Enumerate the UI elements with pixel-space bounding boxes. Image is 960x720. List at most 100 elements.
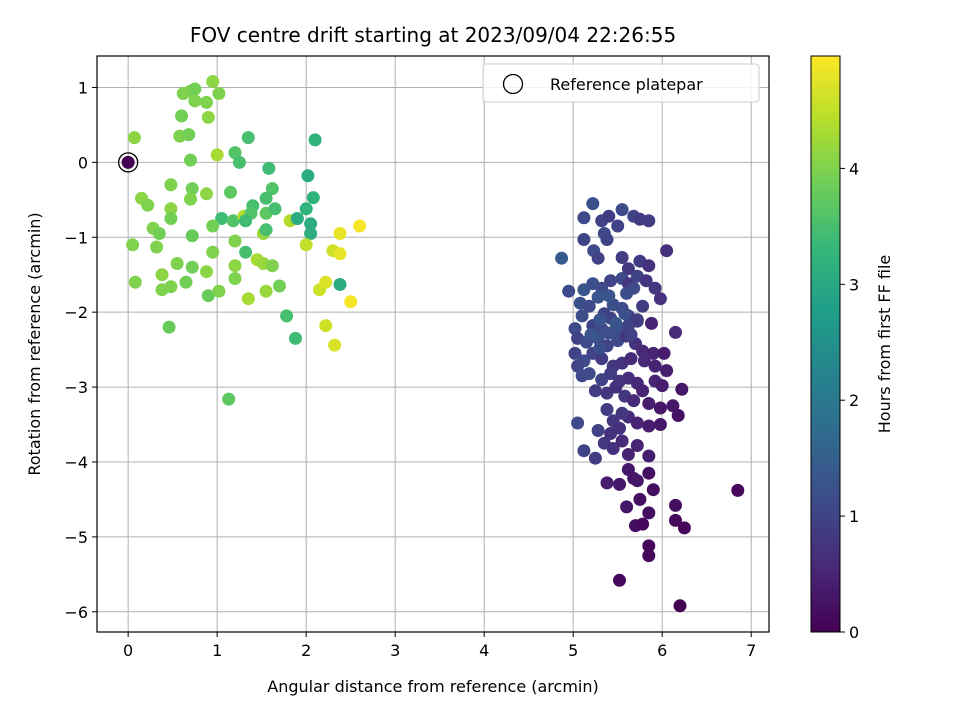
data-point — [613, 477, 626, 491]
data-point — [259, 223, 273, 237]
data-point — [669, 498, 682, 512]
data-point — [184, 192, 197, 206]
data-point — [666, 399, 680, 413]
data-point — [591, 290, 605, 304]
data-point — [289, 331, 302, 345]
x-tick-label: 1 — [212, 641, 222, 660]
scatter-points — [126, 75, 745, 613]
reference-marker — [118, 152, 139, 173]
data-point — [562, 284, 576, 298]
data-point — [200, 265, 213, 279]
data-point — [228, 272, 242, 285]
data-point — [636, 384, 650, 398]
data-point — [618, 307, 632, 321]
y-axis-title: Rotation from reference (arcmin) — [25, 212, 44, 475]
plot-frame — [96, 55, 770, 633]
data-point — [184, 153, 197, 167]
data-point — [636, 299, 650, 313]
data-point — [290, 212, 304, 225]
data-point — [669, 325, 682, 339]
data-point — [301, 169, 315, 183]
data-point — [241, 292, 255, 306]
data-point — [239, 214, 253, 228]
data-point — [571, 416, 585, 430]
data-point — [600, 403, 614, 416]
data-point — [141, 198, 155, 212]
data-point — [621, 262, 635, 276]
data-point — [653, 418, 667, 431]
plot-background — [97, 56, 769, 632]
data-point — [308, 133, 322, 147]
plot-area: 0 1 2 3 4 5 6 7 −6 −5 −4 −3 −2 −1 0 1 — [64, 55, 770, 660]
data-point — [299, 238, 313, 252]
y-tick-label: −2 — [64, 303, 88, 322]
data-point — [642, 419, 656, 433]
data-point — [600, 476, 614, 490]
data-point — [179, 275, 193, 289]
data-point — [162, 320, 176, 334]
data-point — [582, 299, 596, 313]
legend-label: Reference platepar — [550, 75, 703, 94]
reference-point — [121, 155, 135, 169]
data-point — [591, 251, 605, 265]
data-point — [731, 483, 745, 497]
data-point — [200, 187, 213, 201]
data-point — [646, 483, 660, 497]
x-tick-label: 3 — [390, 641, 400, 660]
data-point — [642, 466, 656, 480]
data-point — [226, 214, 240, 228]
data-point — [304, 217, 318, 231]
data-point — [259, 284, 273, 298]
y-tick-label: −1 — [64, 228, 88, 247]
data-point — [588, 384, 602, 398]
data-point — [613, 573, 626, 587]
colorbar-gradient — [811, 56, 840, 632]
data-point — [210, 148, 224, 162]
data-point — [319, 275, 333, 289]
data-point — [268, 202, 282, 216]
data-point — [575, 369, 589, 383]
data-point — [588, 451, 602, 465]
data-point — [648, 281, 662, 295]
data-point — [577, 444, 591, 458]
data-point — [319, 319, 333, 333]
data-point — [609, 380, 623, 394]
data-point — [201, 110, 215, 124]
data-point — [232, 155, 246, 169]
data-point — [642, 214, 656, 228]
data-point — [673, 599, 687, 613]
data-point — [188, 82, 202, 96]
data-point — [333, 278, 347, 291]
data-point — [188, 94, 202, 108]
data-point — [611, 219, 625, 233]
data-point — [164, 202, 178, 216]
colorbar-tick-label: 3 — [849, 275, 859, 294]
data-point — [304, 227, 318, 240]
data-point — [333, 227, 347, 240]
data-point — [200, 95, 213, 109]
data-point — [648, 359, 662, 373]
data-point — [630, 313, 644, 327]
data-point — [593, 341, 607, 355]
x-tick-label: 6 — [657, 641, 667, 660]
data-point — [224, 185, 237, 199]
x-tick-label: 5 — [568, 641, 578, 660]
data-point — [677, 521, 691, 535]
x-tick-label: 2 — [301, 641, 311, 660]
data-point — [615, 434, 629, 448]
data-point — [185, 260, 199, 274]
data-point — [602, 209, 616, 223]
colorbar-tick-label: 2 — [849, 391, 859, 410]
data-point — [642, 397, 656, 410]
y-axis-ticks: −6 −5 −4 −3 −2 −1 0 1 — [64, 78, 97, 622]
y-tick-label: 0 — [78, 153, 88, 172]
data-point — [555, 251, 569, 265]
data-point — [228, 234, 242, 248]
chart-title: FOV centre drift starting at 2023/09/04 … — [190, 23, 676, 47]
data-point — [671, 409, 685, 422]
data-point — [646, 346, 660, 360]
data-point — [621, 448, 635, 461]
data-point — [280, 309, 294, 323]
legend-box — [482, 63, 760, 103]
